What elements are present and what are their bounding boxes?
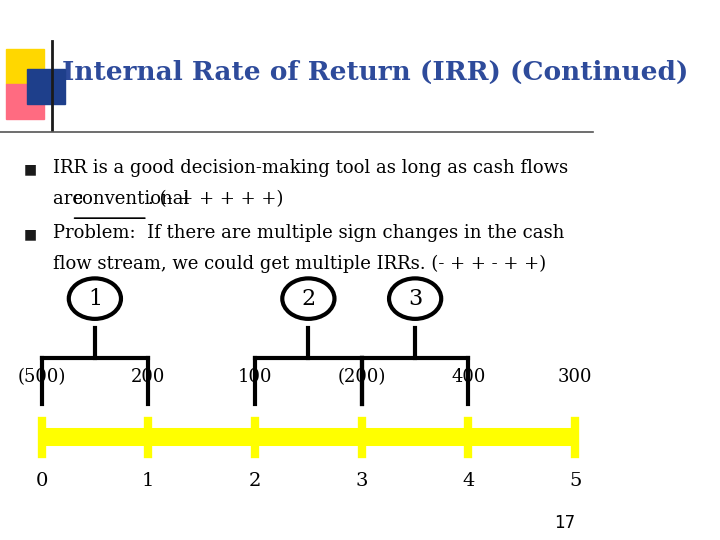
Text: 3: 3: [356, 472, 368, 490]
Text: (500): (500): [17, 368, 66, 386]
Text: 200: 200: [131, 368, 166, 386]
Text: Internal Rate of Return (IRR) (Continued): Internal Rate of Return (IRR) (Continued…: [62, 60, 688, 85]
Text: 3: 3: [408, 288, 422, 309]
Text: Problem:  If there are multiple sign changes in the cash: Problem: If there are multiple sign chan…: [53, 224, 564, 242]
Text: (200): (200): [338, 368, 386, 386]
Text: 5: 5: [569, 472, 582, 490]
Bar: [6, 49, 45, 84]
Text: 2: 2: [301, 288, 315, 309]
Text: . (- + + + + +): . (- + + + + +): [148, 190, 283, 208]
Bar: [27, 69, 66, 104]
Text: 4: 4: [462, 472, 474, 490]
Text: 400: 400: [451, 368, 486, 386]
Text: flow stream, we could get multiple IRRs. (- + + - + +): flow stream, we could get multiple IRRs.…: [53, 255, 546, 273]
Text: 100: 100: [238, 368, 272, 386]
Text: 17: 17: [554, 514, 575, 532]
Text: 1: 1: [88, 288, 102, 309]
Text: 300: 300: [558, 368, 593, 386]
Text: are: are: [53, 190, 89, 208]
Text: 1: 1: [142, 472, 155, 490]
Text: conventional: conventional: [72, 190, 189, 208]
Text: 2: 2: [249, 472, 261, 490]
Text: ■: ■: [24, 227, 37, 241]
Text: ■: ■: [24, 162, 37, 176]
Text: 0: 0: [35, 472, 48, 490]
Bar: [6, 84, 45, 119]
Text: IRR is a good decision-making tool as long as cash flows: IRR is a good decision-making tool as lo…: [53, 159, 569, 177]
